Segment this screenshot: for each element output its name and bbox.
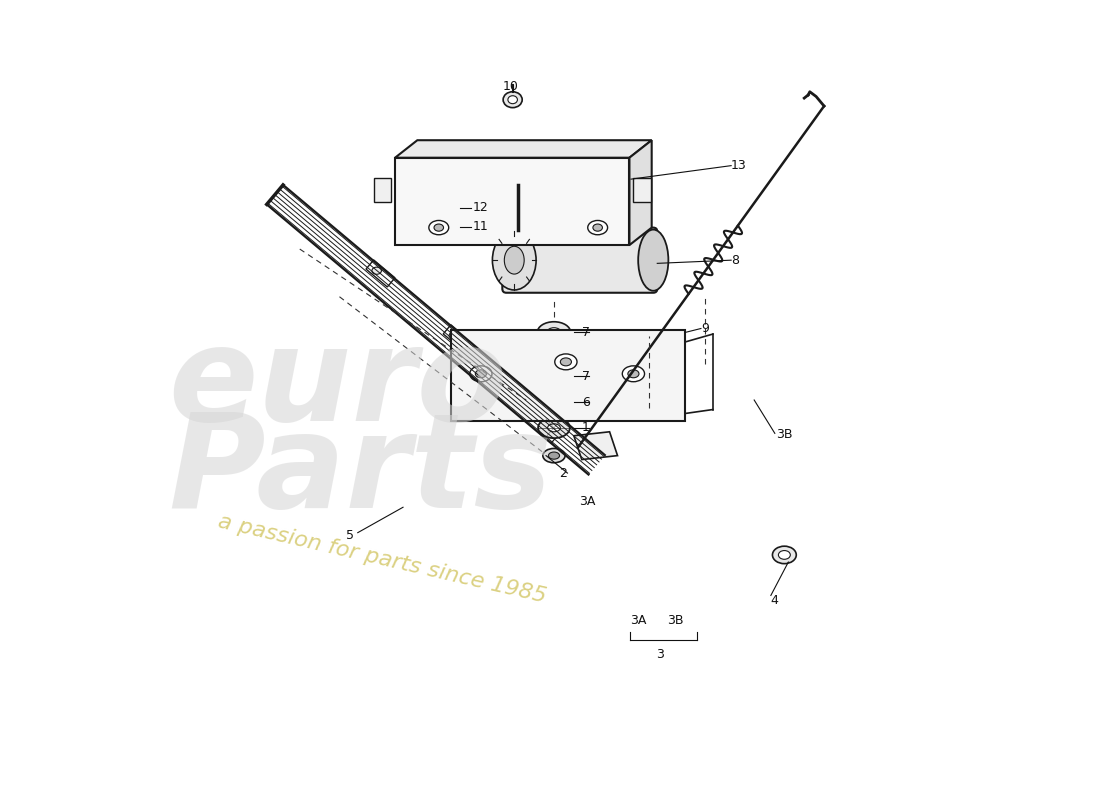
Polygon shape xyxy=(634,178,651,202)
Ellipse shape xyxy=(475,370,486,378)
Polygon shape xyxy=(451,330,685,422)
Ellipse shape xyxy=(628,370,639,378)
Ellipse shape xyxy=(504,246,525,274)
Text: 3A: 3A xyxy=(630,614,647,627)
Ellipse shape xyxy=(434,224,443,231)
Text: 7: 7 xyxy=(582,370,590,382)
Ellipse shape xyxy=(560,358,572,366)
Ellipse shape xyxy=(543,449,565,462)
Ellipse shape xyxy=(554,354,578,370)
Ellipse shape xyxy=(638,230,669,290)
Ellipse shape xyxy=(546,370,563,382)
Ellipse shape xyxy=(779,550,790,559)
FancyBboxPatch shape xyxy=(503,228,658,293)
Text: 3: 3 xyxy=(656,648,663,661)
Text: a passion for parts since 1985: a passion for parts since 1985 xyxy=(217,511,549,606)
Text: 5: 5 xyxy=(345,529,354,542)
Text: 3A: 3A xyxy=(580,495,596,508)
Ellipse shape xyxy=(587,221,607,234)
Text: 12: 12 xyxy=(473,202,488,214)
Ellipse shape xyxy=(441,201,460,214)
Ellipse shape xyxy=(503,92,522,108)
Text: 6: 6 xyxy=(582,396,590,409)
Ellipse shape xyxy=(547,398,561,407)
Polygon shape xyxy=(374,178,392,202)
Text: 4: 4 xyxy=(771,594,779,606)
Text: 11: 11 xyxy=(473,220,488,234)
Text: 3B: 3B xyxy=(668,614,684,627)
Text: 2: 2 xyxy=(560,466,568,479)
Ellipse shape xyxy=(534,362,574,390)
Text: 9: 9 xyxy=(701,322,708,335)
Polygon shape xyxy=(395,158,629,245)
Ellipse shape xyxy=(772,546,796,564)
Ellipse shape xyxy=(537,322,571,343)
Ellipse shape xyxy=(549,452,560,459)
Text: 13: 13 xyxy=(732,159,747,172)
Ellipse shape xyxy=(512,210,526,219)
Ellipse shape xyxy=(548,424,560,432)
Ellipse shape xyxy=(372,267,382,274)
Text: 3B: 3B xyxy=(777,429,793,442)
Text: Parts: Parts xyxy=(168,408,553,535)
Text: 10: 10 xyxy=(503,81,518,94)
Ellipse shape xyxy=(508,96,517,104)
Ellipse shape xyxy=(547,328,561,338)
Polygon shape xyxy=(629,140,651,245)
Text: 8: 8 xyxy=(732,254,739,266)
Ellipse shape xyxy=(493,230,536,290)
Ellipse shape xyxy=(593,224,603,231)
Ellipse shape xyxy=(623,366,645,382)
Ellipse shape xyxy=(536,390,572,414)
Ellipse shape xyxy=(470,366,492,382)
Polygon shape xyxy=(395,140,651,158)
Ellipse shape xyxy=(538,418,570,438)
Text: 1: 1 xyxy=(582,422,590,434)
Ellipse shape xyxy=(544,348,563,360)
Text: euro: euro xyxy=(168,321,508,448)
Ellipse shape xyxy=(447,224,454,230)
Ellipse shape xyxy=(449,332,459,339)
Ellipse shape xyxy=(429,221,449,234)
Polygon shape xyxy=(574,432,617,459)
Text: 7: 7 xyxy=(582,326,590,339)
Ellipse shape xyxy=(447,205,455,211)
